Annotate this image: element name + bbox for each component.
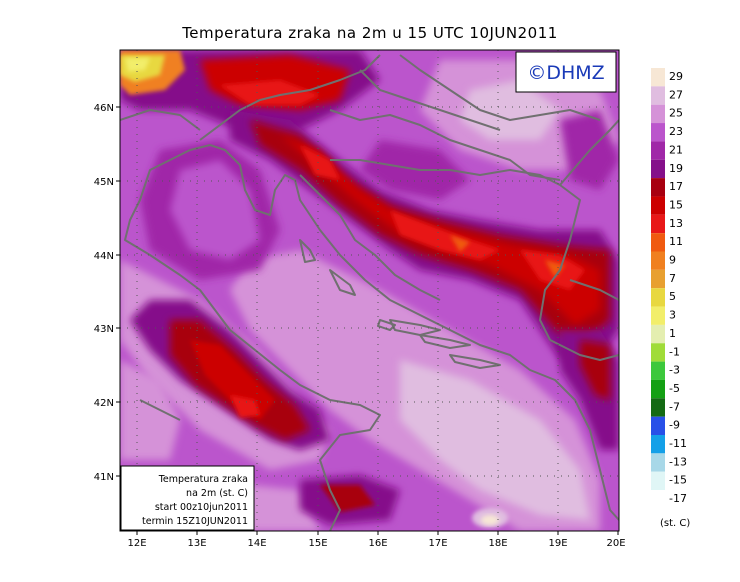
legend-swatch <box>651 251 665 270</box>
legend-swatch <box>651 68 665 87</box>
legend-label: 21 <box>669 143 683 156</box>
lon-tick-label: 14E <box>247 538 266 549</box>
coastlines-borders <box>120 54 619 531</box>
legend-label: 27 <box>669 88 683 101</box>
map-frame <box>119 49 620 532</box>
info-line: start 00z10jun2011 <box>155 502 248 513</box>
legend-label: 3 <box>669 309 676 322</box>
legend-label: 17 <box>669 180 683 193</box>
info-line: termin 15Z10JUN2011 <box>142 516 248 527</box>
lon-tick-label: 15E <box>308 538 327 549</box>
legend-label: -13 <box>669 455 687 468</box>
temperature-field <box>120 50 619 531</box>
lon-tick-label: 19E <box>548 538 567 549</box>
legend-label: 23 <box>669 125 683 138</box>
legend-swatch <box>651 214 665 234</box>
legend-label: -17 <box>669 492 687 505</box>
legend-swatch <box>651 86 665 105</box>
legend-label: -9 <box>669 419 680 432</box>
longitude-labels: 12E 13E 14E 15E 16E 17E 18E 19E 20E <box>127 538 625 549</box>
legend-label: -3 <box>669 364 680 377</box>
legend-swatch <box>651 141 665 160</box>
legend-swatch <box>651 361 665 380</box>
legend-label: 13 <box>669 217 683 230</box>
legend-swatch <box>651 416 665 435</box>
legend-swatch <box>651 471 665 491</box>
color-legend: 29 27 25 23 21 19 17 15 13 11 9 7 5 3 1 -1 -3 -5 -7 -9 -11 -1… <box>651 68 687 509</box>
legend-swatch <box>651 324 665 344</box>
lon-tick-label: 12E <box>127 538 146 549</box>
lat-tick-label: 45N <box>94 177 114 188</box>
legend-swatch <box>651 490 665 509</box>
legend-label: 29 <box>669 70 683 83</box>
legend-swatch <box>651 435 665 454</box>
legend-swatch <box>651 398 665 417</box>
legend-swatch <box>651 178 665 197</box>
dhmz-logo: ©DHMZ <box>515 51 617 93</box>
lon-tick-label: 18E <box>488 538 507 549</box>
legend-label: 25 <box>669 107 683 120</box>
legend-swatch <box>651 269 665 289</box>
legend-label: -5 <box>669 382 680 395</box>
legend-swatch <box>651 196 665 215</box>
lon-tick-label: 13E <box>187 538 206 549</box>
legend-swatch <box>651 159 665 179</box>
map-title: Temperatura zraka na 2m u 15 UTC 10JUN20… <box>182 24 558 42</box>
legend-label: 5 <box>669 290 676 303</box>
legend-label: -15 <box>669 474 687 487</box>
lat-tick-label: 43N <box>94 324 114 335</box>
latitude-labels: 46N 45N 44N 43N 42N 41N <box>94 103 114 483</box>
logo-text: ©DHMZ <box>527 62 604 84</box>
legend-swatch <box>651 123 665 142</box>
legend-swatch <box>651 379 665 399</box>
lat-tick-label: 41N <box>94 472 114 483</box>
legend-label: 11 <box>669 235 683 248</box>
info-box: Temperatura zraka na 2m (st. C) start 00… <box>120 465 255 531</box>
legend-label: 19 <box>669 162 683 175</box>
lat-tick-label: 46N <box>94 103 114 114</box>
lat-tick-label: 42N <box>94 398 114 409</box>
legend-label: 9 <box>669 254 676 267</box>
lon-tick-label: 20E <box>606 538 625 549</box>
legend-unit: (st. C) <box>660 518 691 529</box>
lon-tick-label: 17E <box>428 538 447 549</box>
legend-swatch <box>651 306 665 325</box>
legend-label: -11 <box>669 437 687 450</box>
legend-label: -1 <box>669 345 680 358</box>
info-line: Temperatura zraka <box>158 474 248 485</box>
legend-swatch <box>651 453 665 472</box>
legend-swatch <box>651 343 665 362</box>
info-line: na 2m (st. C) <box>186 488 248 499</box>
legend-label: -7 <box>669 400 680 413</box>
legend-swatch <box>651 233 665 252</box>
lon-tick-label: 16E <box>368 538 387 549</box>
legend-swatch <box>651 104 665 124</box>
legend-swatch <box>651 288 665 307</box>
axis-tick-marks <box>116 106 619 535</box>
legend-label: 1 <box>669 327 676 340</box>
lat-tick-label: 44N <box>94 251 114 262</box>
legend-label: 15 <box>669 198 683 211</box>
legend-label: 7 <box>669 272 676 285</box>
